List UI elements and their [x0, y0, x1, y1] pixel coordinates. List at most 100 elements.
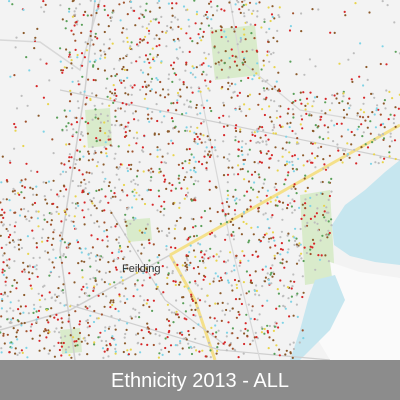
population-dot	[94, 116, 97, 119]
population-dot	[49, 315, 52, 318]
population-dot	[91, 118, 94, 121]
population-dot	[188, 147, 191, 151]
population-dot	[24, 178, 27, 181]
population-dot	[155, 34, 158, 37]
population-dot	[397, 107, 400, 110]
population-dot	[194, 301, 197, 304]
population-dot	[32, 256, 35, 260]
population-dot	[221, 209, 224, 212]
population-dot	[232, 238, 235, 241]
population-dot	[335, 97, 338, 100]
population-dot	[291, 155, 294, 158]
population-dot	[373, 113, 376, 116]
population-dot	[239, 329, 242, 332]
population-dot	[349, 104, 352, 107]
population-dot	[207, 341, 211, 344]
population-dot	[178, 181, 181, 184]
population-dot	[281, 248, 284, 251]
population-dot	[61, 321, 64, 324]
population-dot	[270, 53, 273, 56]
population-dot	[118, 3, 121, 6]
population-dot	[168, 231, 171, 234]
population-dot	[327, 220, 330, 223]
population-dot	[371, 111, 374, 114]
population-dot	[328, 231, 331, 235]
population-dot	[44, 250, 47, 253]
population-dot	[113, 338, 116, 341]
population-dot	[58, 234, 62, 237]
population-dot	[266, 272, 269, 275]
population-dot	[388, 151, 391, 154]
population-dot	[197, 160, 201, 163]
population-dot	[64, 351, 68, 354]
population-dot	[253, 161, 256, 164]
population-dot	[292, 113, 295, 116]
population-dot	[219, 250, 222, 253]
population-dot	[138, 161, 141, 164]
population-dot	[157, 356, 160, 359]
population-dot	[279, 236, 282, 239]
population-dot	[303, 246, 306, 249]
population-dot	[7, 266, 10, 269]
population-dot	[14, 46, 17, 49]
population-dot	[132, 178, 135, 182]
population-dot	[70, 123, 73, 126]
population-dot	[68, 51, 71, 54]
population-dot	[0, 315, 3, 318]
population-dot	[295, 168, 298, 171]
population-dot	[74, 39, 77, 42]
population-dot	[306, 186, 309, 189]
population-dot	[126, 125, 129, 128]
population-dot	[171, 7, 174, 10]
population-dot	[42, 181, 45, 184]
population-dot	[194, 76, 197, 79]
population-dot	[240, 149, 243, 153]
population-dot	[185, 148, 188, 151]
population-dot	[160, 15, 163, 18]
population-dot	[201, 163, 204, 166]
population-dot	[240, 146, 243, 149]
population-dot	[275, 307, 278, 310]
population-dot	[330, 177, 333, 180]
population-dot	[304, 190, 307, 193]
population-dot	[300, 252, 303, 255]
population-dot	[126, 167, 129, 170]
population-dot	[188, 333, 191, 336]
population-dot	[76, 344, 79, 347]
population-dot	[351, 80, 354, 83]
population-dot	[21, 351, 24, 354]
population-dot	[154, 333, 157, 336]
population-dot	[17, 320, 20, 323]
population-dot	[200, 216, 203, 219]
population-dot	[50, 212, 53, 215]
population-dot	[298, 242, 301, 245]
population-dot	[97, 294, 100, 297]
population-dot	[144, 35, 147, 38]
population-dot	[211, 332, 214, 335]
population-dot	[72, 33, 75, 36]
population-dot	[27, 252, 30, 255]
population-dot	[358, 75, 361, 78]
population-dot	[379, 62, 382, 66]
population-dot	[103, 50, 106, 53]
population-dot	[15, 287, 18, 290]
population-dot	[269, 273, 272, 276]
population-dot	[228, 205, 231, 208]
population-dot	[146, 343, 149, 346]
population-dot	[290, 300, 293, 303]
population-dot	[182, 83, 185, 86]
population-dot	[275, 116, 278, 119]
population-dot	[265, 31, 268, 34]
population-dot	[46, 202, 49, 205]
population-dot	[269, 246, 272, 249]
population-dot	[189, 304, 192, 307]
population-dot	[377, 162, 380, 165]
population-dot	[180, 27, 183, 30]
population-dot	[247, 8, 250, 11]
population-dot	[27, 210, 30, 213]
caption-bar	[0, 360, 400, 400]
population-dot	[273, 352, 276, 355]
population-dot	[78, 158, 81, 161]
population-dot	[155, 328, 158, 331]
population-dot	[95, 137, 98, 140]
